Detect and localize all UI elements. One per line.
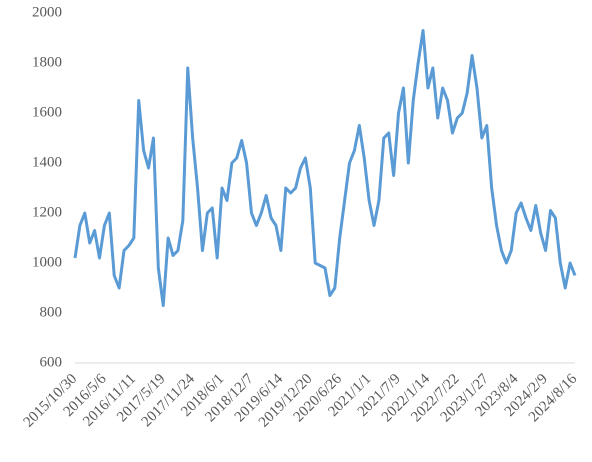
y-tick-label: 2000: [32, 4, 62, 20]
y-tick-label: 1200: [32, 204, 62, 220]
y-tick-label: 1000: [32, 254, 62, 270]
y-tick-label: 1400: [32, 154, 62, 170]
y-tick-label: 1600: [32, 104, 62, 120]
y-tick-label: 600: [40, 354, 63, 370]
y-tick-label: 1800: [32, 54, 62, 70]
line: [73, 29, 577, 307]
y-tick-label: 800: [40, 304, 63, 320]
